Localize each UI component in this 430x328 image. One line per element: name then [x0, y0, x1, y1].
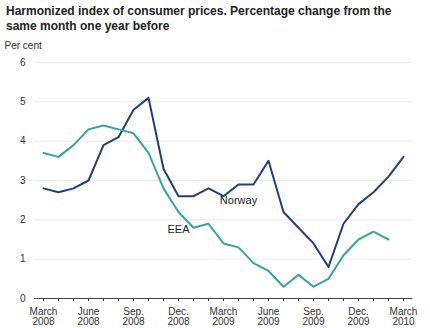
- svg-text:March2010: March2010: [390, 306, 418, 327]
- svg-text:Sep.2009: Sep.2009: [302, 306, 325, 327]
- svg-text:Per cent: Per cent: [5, 40, 42, 51]
- svg-text:1: 1: [20, 253, 26, 264]
- svg-text:6: 6: [20, 57, 26, 68]
- svg-text:2: 2: [20, 214, 26, 225]
- svg-text:March2008: March2008: [30, 306, 58, 327]
- svg-text:EEA: EEA: [167, 223, 190, 235]
- svg-text:0: 0: [20, 293, 26, 304]
- svg-text:Dec.2008: Dec.2008: [167, 306, 190, 327]
- svg-text:5: 5: [20, 96, 26, 107]
- svg-text:Norway: Norway: [220, 194, 258, 206]
- svg-text:March2009: March2009: [210, 306, 238, 327]
- svg-text:4: 4: [20, 135, 26, 146]
- svg-text:3: 3: [20, 175, 26, 186]
- svg-text:June2008: June2008: [77, 306, 100, 327]
- svg-text:Sep.2008: Sep.2008: [122, 306, 145, 327]
- html-text:Harmonized index of consumer p: Harmonized index of consumer prices. Per…: [6, 4, 392, 33]
- svg-text:June2009: June2009: [257, 306, 280, 327]
- svg-text:Dec.2009: Dec.2009: [347, 306, 370, 327]
